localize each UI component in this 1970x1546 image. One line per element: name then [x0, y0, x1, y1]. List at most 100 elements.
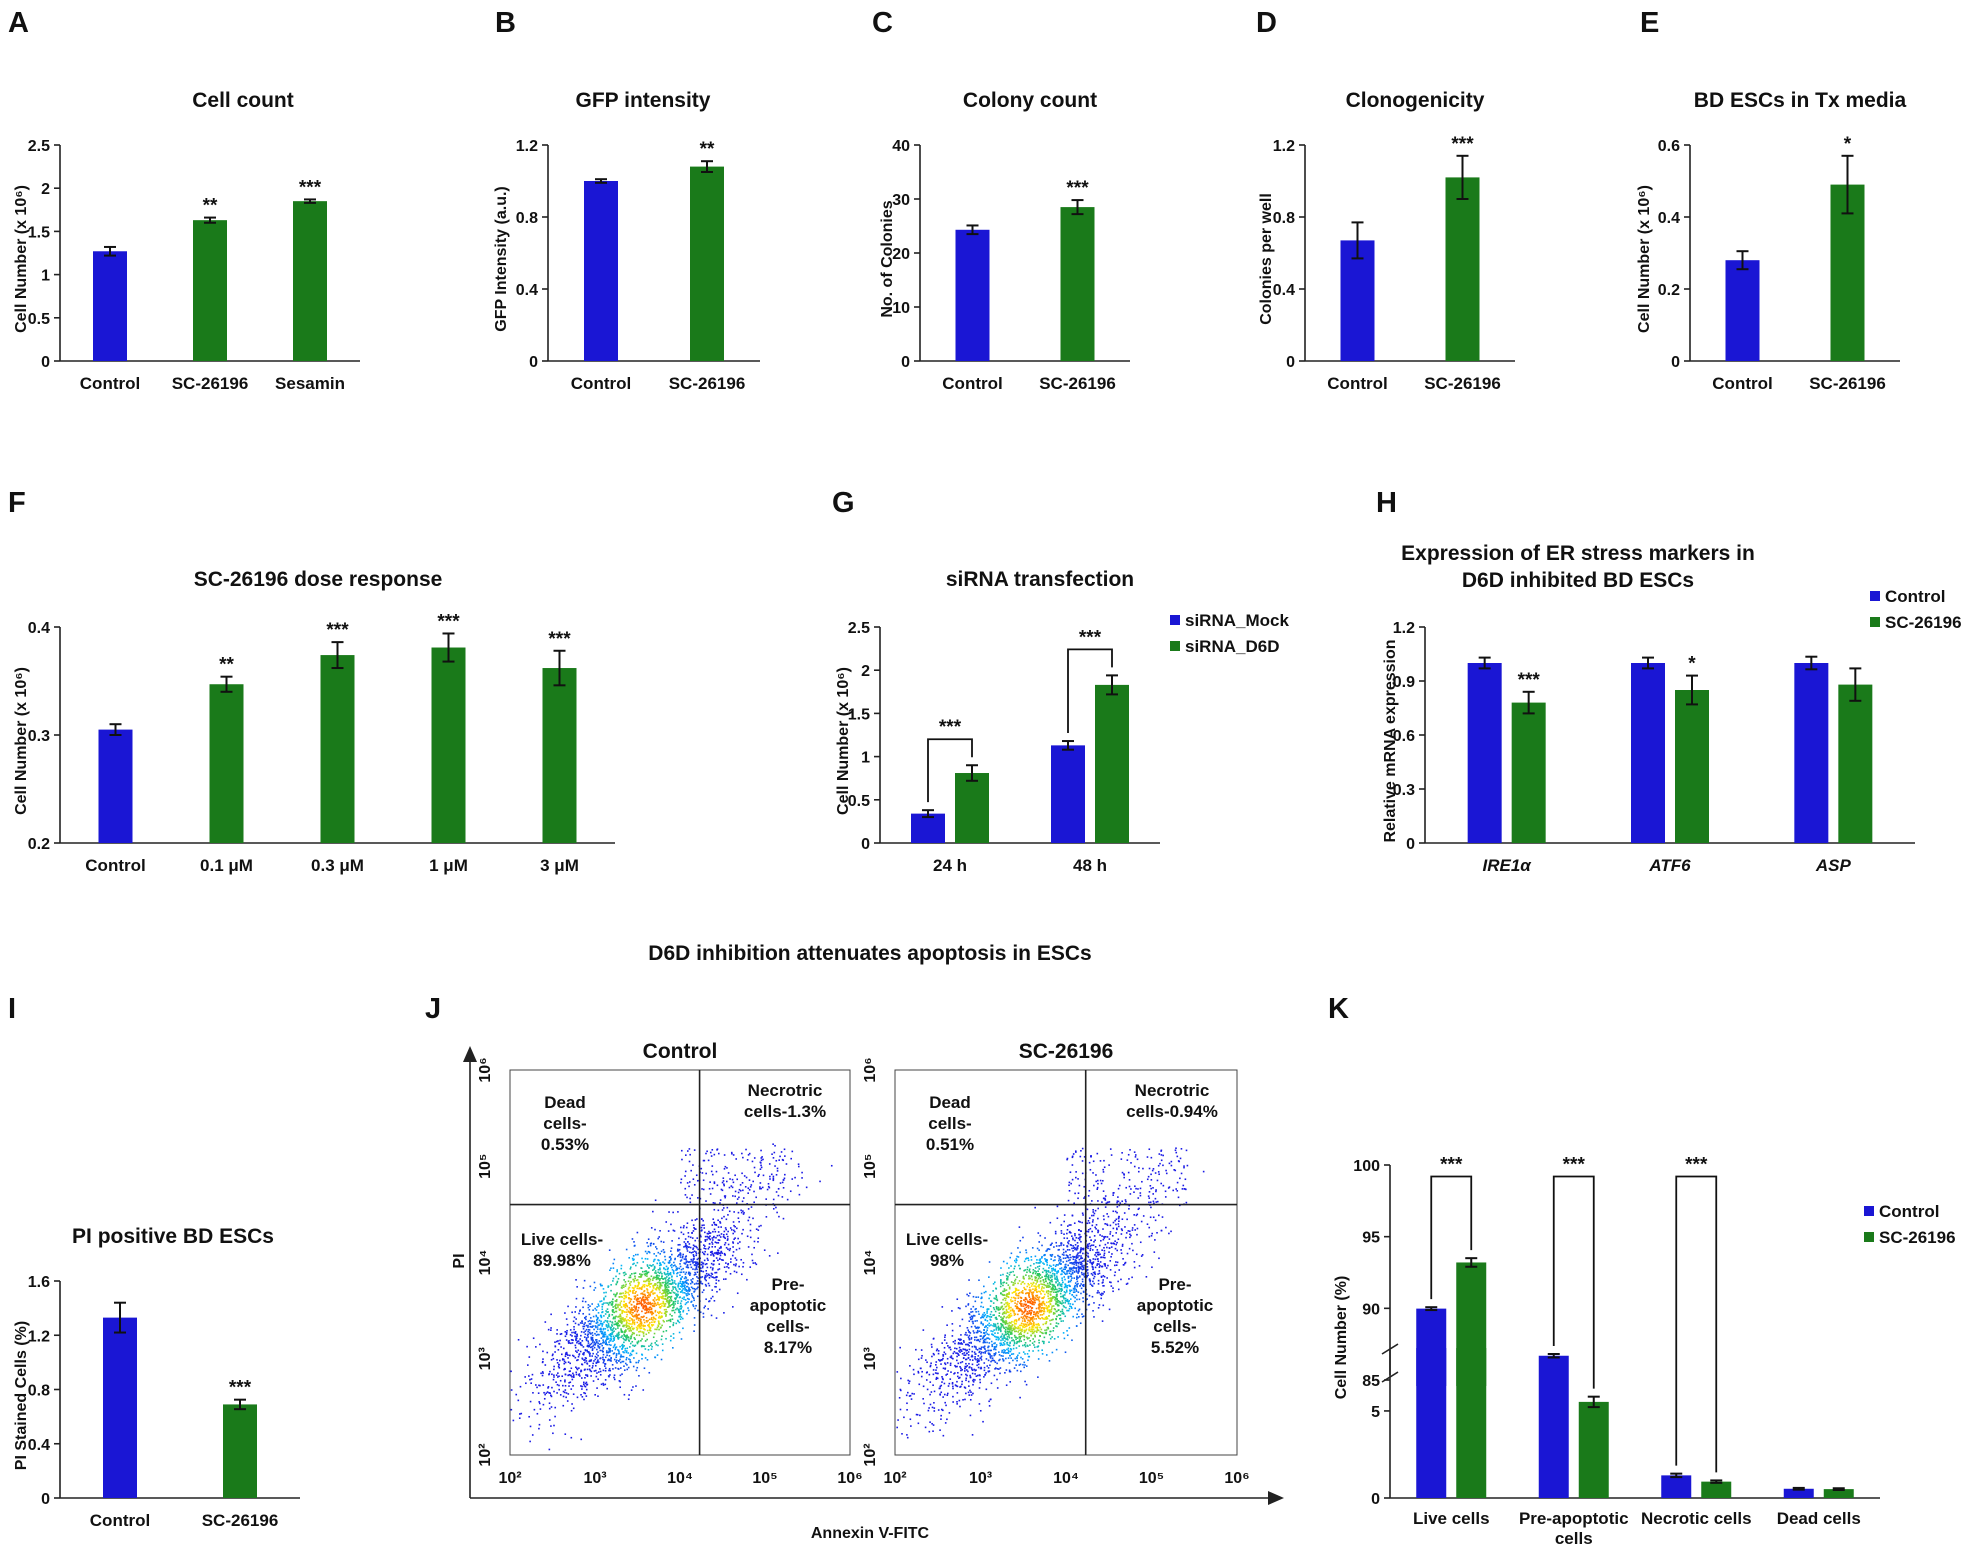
event-dot — [617, 1278, 620, 1280]
event-dot — [664, 1255, 666, 1258]
event-dot — [1023, 1366, 1025, 1369]
event-dot — [576, 1368, 579, 1371]
event-dot — [974, 1325, 976, 1328]
event-dot — [1050, 1267, 1053, 1270]
event-dot — [1028, 1284, 1030, 1286]
event-dot — [580, 1331, 583, 1333]
event-dot — [625, 1351, 628, 1354]
event-dot — [932, 1352, 935, 1355]
event-dot — [569, 1334, 572, 1336]
event-dot — [625, 1322, 628, 1325]
event-dot — [594, 1344, 596, 1346]
category-label: 1 μM — [429, 856, 468, 875]
event-dot — [696, 1295, 699, 1298]
event-dot — [1093, 1240, 1095, 1243]
event-dot — [548, 1419, 551, 1421]
event-dot — [776, 1167, 779, 1170]
event-dot — [620, 1292, 622, 1295]
event-dot — [538, 1423, 541, 1426]
event-dot — [693, 1330, 695, 1332]
event-dot — [628, 1257, 631, 1259]
event-dot — [628, 1394, 630, 1396]
event-dot — [525, 1382, 527, 1385]
event-dot — [594, 1342, 597, 1345]
event-dot — [675, 1293, 677, 1296]
event-dot — [1140, 1220, 1143, 1223]
event-dot — [661, 1335, 663, 1337]
event-dot — [1029, 1319, 1032, 1321]
event-dot — [687, 1279, 689, 1281]
event-dot — [641, 1298, 643, 1300]
event-dot — [661, 1305, 663, 1307]
event-dot — [585, 1360, 588, 1362]
significance-marker: * — [1844, 134, 1852, 155]
event-dot — [718, 1263, 721, 1265]
event-dot — [941, 1342, 944, 1344]
event-dot — [556, 1392, 558, 1394]
event-dot — [656, 1326, 659, 1329]
event-dot — [1048, 1309, 1050, 1312]
event-dot — [581, 1344, 583, 1347]
event-dot — [670, 1257, 672, 1260]
event-dot — [604, 1369, 607, 1372]
event-dot — [674, 1300, 677, 1303]
event-dot — [989, 1354, 991, 1356]
event-dot — [1093, 1275, 1096, 1278]
event-dot — [1082, 1268, 1085, 1270]
event-dot — [620, 1329, 623, 1332]
event-dot — [721, 1181, 724, 1184]
event-dot — [633, 1323, 636, 1326]
event-dot — [603, 1315, 605, 1317]
event-dot — [590, 1359, 593, 1361]
event-dot — [791, 1178, 794, 1180]
event-dot — [959, 1386, 961, 1388]
event-dot — [717, 1249, 719, 1251]
event-dot — [729, 1261, 732, 1263]
event-dot — [606, 1325, 608, 1327]
event-dot — [677, 1244, 680, 1246]
event-dot — [627, 1288, 630, 1290]
event-dot — [982, 1306, 985, 1309]
event-dot — [618, 1352, 621, 1355]
event-dot — [1061, 1283, 1063, 1286]
event-dot — [576, 1367, 578, 1370]
event-dot — [932, 1338, 935, 1340]
event-dot — [1010, 1314, 1013, 1317]
event-dot — [554, 1345, 557, 1347]
event-dot — [771, 1153, 773, 1155]
event-dot — [1061, 1310, 1064, 1313]
event-dot — [661, 1302, 663, 1305]
event-dot — [622, 1360, 625, 1363]
y-tick-label: 2.5 — [28, 138, 50, 155]
event-dot — [678, 1311, 680, 1313]
event-dot — [1082, 1284, 1084, 1287]
event-dot — [1055, 1241, 1058, 1244]
event-dot — [671, 1289, 673, 1292]
event-dot — [762, 1158, 764, 1161]
event-dot — [685, 1289, 688, 1291]
event-dot — [649, 1327, 651, 1330]
y-tick-label: 2 — [861, 663, 870, 680]
event-dot — [542, 1358, 544, 1360]
event-dot — [670, 1335, 672, 1337]
event-dot — [588, 1345, 591, 1348]
event-dot — [604, 1313, 607, 1315]
event-dot — [704, 1274, 707, 1277]
event-dot — [632, 1309, 635, 1311]
event-dot — [644, 1274, 647, 1277]
event-dot — [995, 1306, 998, 1309]
event-dot — [1085, 1293, 1088, 1295]
event-dot — [1073, 1289, 1075, 1291]
event-dot — [1022, 1275, 1025, 1278]
event-dot — [1083, 1264, 1085, 1267]
event-dot — [1092, 1258, 1095, 1260]
event-dot — [1070, 1262, 1072, 1264]
event-dot — [1093, 1272, 1096, 1275]
event-dot — [647, 1311, 650, 1314]
event-dot — [1032, 1338, 1034, 1340]
event-dot — [713, 1236, 715, 1239]
event-dot — [641, 1270, 644, 1273]
event-dot — [536, 1386, 538, 1389]
event-dot — [1036, 1327, 1039, 1329]
event-dot — [706, 1232, 709, 1235]
